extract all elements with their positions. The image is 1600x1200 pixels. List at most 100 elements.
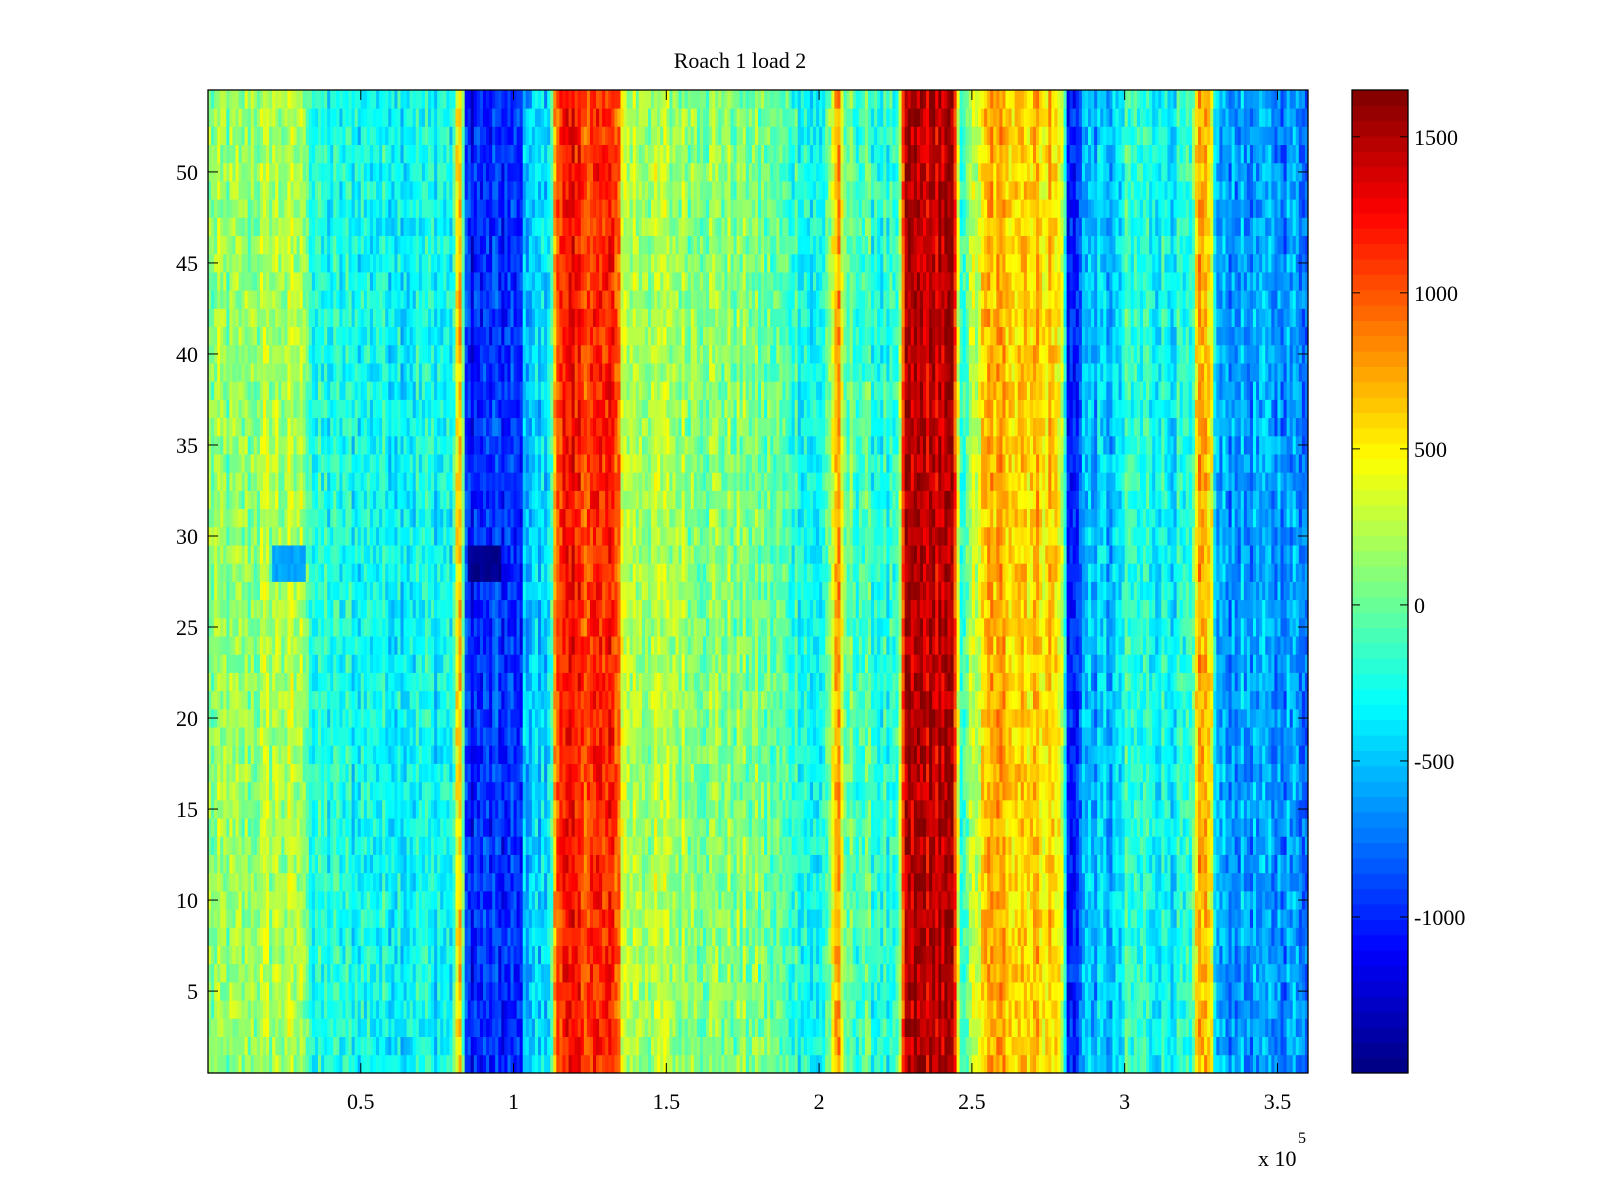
heatmap-cell <box>797 1054 802 1074</box>
heatmap-cell <box>440 872 444 892</box>
heatmap-cell <box>1014 872 1019 892</box>
heatmap-cell <box>1100 1036 1104 1056</box>
heatmap-cell <box>269 1054 273 1074</box>
heatmap-cell <box>1146 1036 1150 1056</box>
heatmap-cell <box>1207 890 1211 910</box>
heatmap-cell <box>825 1000 829 1019</box>
heatmap-cell <box>501 963 505 983</box>
heatmap-cell <box>690 1036 695 1056</box>
heatmap-cell <box>1234 890 1239 910</box>
heatmap-cell <box>849 1000 854 1019</box>
heatmap-cell <box>904 945 909 965</box>
heatmap-cell <box>672 836 676 855</box>
heatmap-cell <box>1063 981 1068 1001</box>
heatmap-cell <box>1115 909 1119 928</box>
heatmap-cell <box>825 818 829 837</box>
heatmap-cell <box>727 909 731 928</box>
heatmap-cell <box>528 1018 533 1037</box>
heatmap-cell <box>1155 872 1159 892</box>
heatmap-cell <box>834 927 838 946</box>
heatmap-cell <box>449 1000 453 1019</box>
heatmap-cell <box>782 890 786 910</box>
heatmap-cell <box>654 909 658 928</box>
heatmap-cell <box>1091 1036 1095 1056</box>
heatmap-cell <box>376 872 380 892</box>
heatmap-cell <box>1078 963 1083 983</box>
heatmap-cell <box>733 909 738 928</box>
heatmap-cell <box>1078 854 1083 874</box>
heatmap-cell <box>1228 1018 1233 1037</box>
heatmap-cell <box>373 836 377 855</box>
heatmap-cell <box>1298 1054 1303 1074</box>
heatmap-cell <box>544 945 548 965</box>
heatmap-cell <box>397 927 401 946</box>
heatmap-cell <box>510 1036 514 1056</box>
heatmap-cell <box>926 836 930 855</box>
heatmap-cell <box>531 1036 536 1056</box>
heatmap-cell <box>1008 1054 1013 1074</box>
heatmap-cell <box>1072 963 1077 983</box>
heatmap-cell <box>901 927 906 946</box>
heatmap-cell <box>987 945 991 965</box>
heatmap-cell <box>501 927 505 946</box>
heatmap-cell <box>1173 818 1178 837</box>
heatmap-cell <box>290 1036 294 1056</box>
heatmap-cell <box>547 890 551 910</box>
heatmap-cell <box>944 927 948 946</box>
heatmap-cell <box>519 818 524 837</box>
heatmap-cell <box>1295 1000 1300 1019</box>
heatmap-cell <box>220 981 224 1001</box>
heatmap-cell <box>803 981 808 1001</box>
heatmap-cell <box>1033 963 1037 983</box>
heatmap-cell <box>1045 927 1049 946</box>
heatmap-cell <box>974 927 979 946</box>
heatmap-cell <box>1078 1036 1083 1056</box>
heatmap-cell <box>305 1018 310 1037</box>
heatmap-cell <box>776 927 780 946</box>
heatmap-cell <box>794 1000 799 1019</box>
heatmap-cell <box>794 927 799 946</box>
heatmap-cell <box>742 836 747 855</box>
heatmap-cell <box>1155 836 1159 855</box>
heatmap-cell <box>1146 909 1150 928</box>
heatmap-cell <box>926 981 930 1001</box>
heatmap-cell <box>406 981 411 1001</box>
heatmap-cell <box>486 945 490 965</box>
heatmap-cell <box>1249 909 1254 928</box>
heatmap-cell <box>1097 1054 1101 1074</box>
heatmap-cell <box>1179 1018 1184 1037</box>
heatmap-cell <box>721 1054 725 1074</box>
heatmap-cell <box>916 818 921 837</box>
heatmap-cell <box>846 818 851 837</box>
heatmap-cell <box>1054 1054 1058 1074</box>
heatmap-cell <box>217 909 221 928</box>
heatmap-cell <box>831 981 835 1001</box>
heatmap-cell <box>415 945 420 965</box>
heatmap-cell <box>431 1054 435 1074</box>
heatmap-cell <box>996 1054 1000 1074</box>
heatmap-cell <box>855 1036 860 1056</box>
heatmap-cell <box>531 927 536 946</box>
heatmap-cell <box>1213 927 1217 946</box>
heatmap-cell <box>211 1036 215 1056</box>
heatmap-cell <box>541 1036 545 1056</box>
heatmap-cell <box>226 818 230 837</box>
heatmap-cell <box>614 981 618 1001</box>
heatmap-cell <box>470 927 475 946</box>
heatmap-cell <box>1198 1054 1202 1074</box>
heatmap-cell <box>935 981 939 1001</box>
heatmap-cell <box>764 1018 768 1037</box>
heatmap-cell <box>351 927 356 946</box>
heatmap-cell <box>449 854 453 874</box>
heatmap-cell <box>1292 854 1297 874</box>
heatmap-cell <box>849 1036 854 1056</box>
heatmap-cell <box>321 872 325 892</box>
heatmap-cell <box>256 890 261 910</box>
heatmap-cell <box>415 909 420 928</box>
heatmap-cell <box>330 909 334 928</box>
heatmap-cell <box>843 872 848 892</box>
heatmap-cell <box>565 872 569 892</box>
heatmap-cell <box>586 1000 591 1019</box>
heatmap-cell <box>519 909 524 928</box>
heatmap-cell <box>813 1054 817 1074</box>
